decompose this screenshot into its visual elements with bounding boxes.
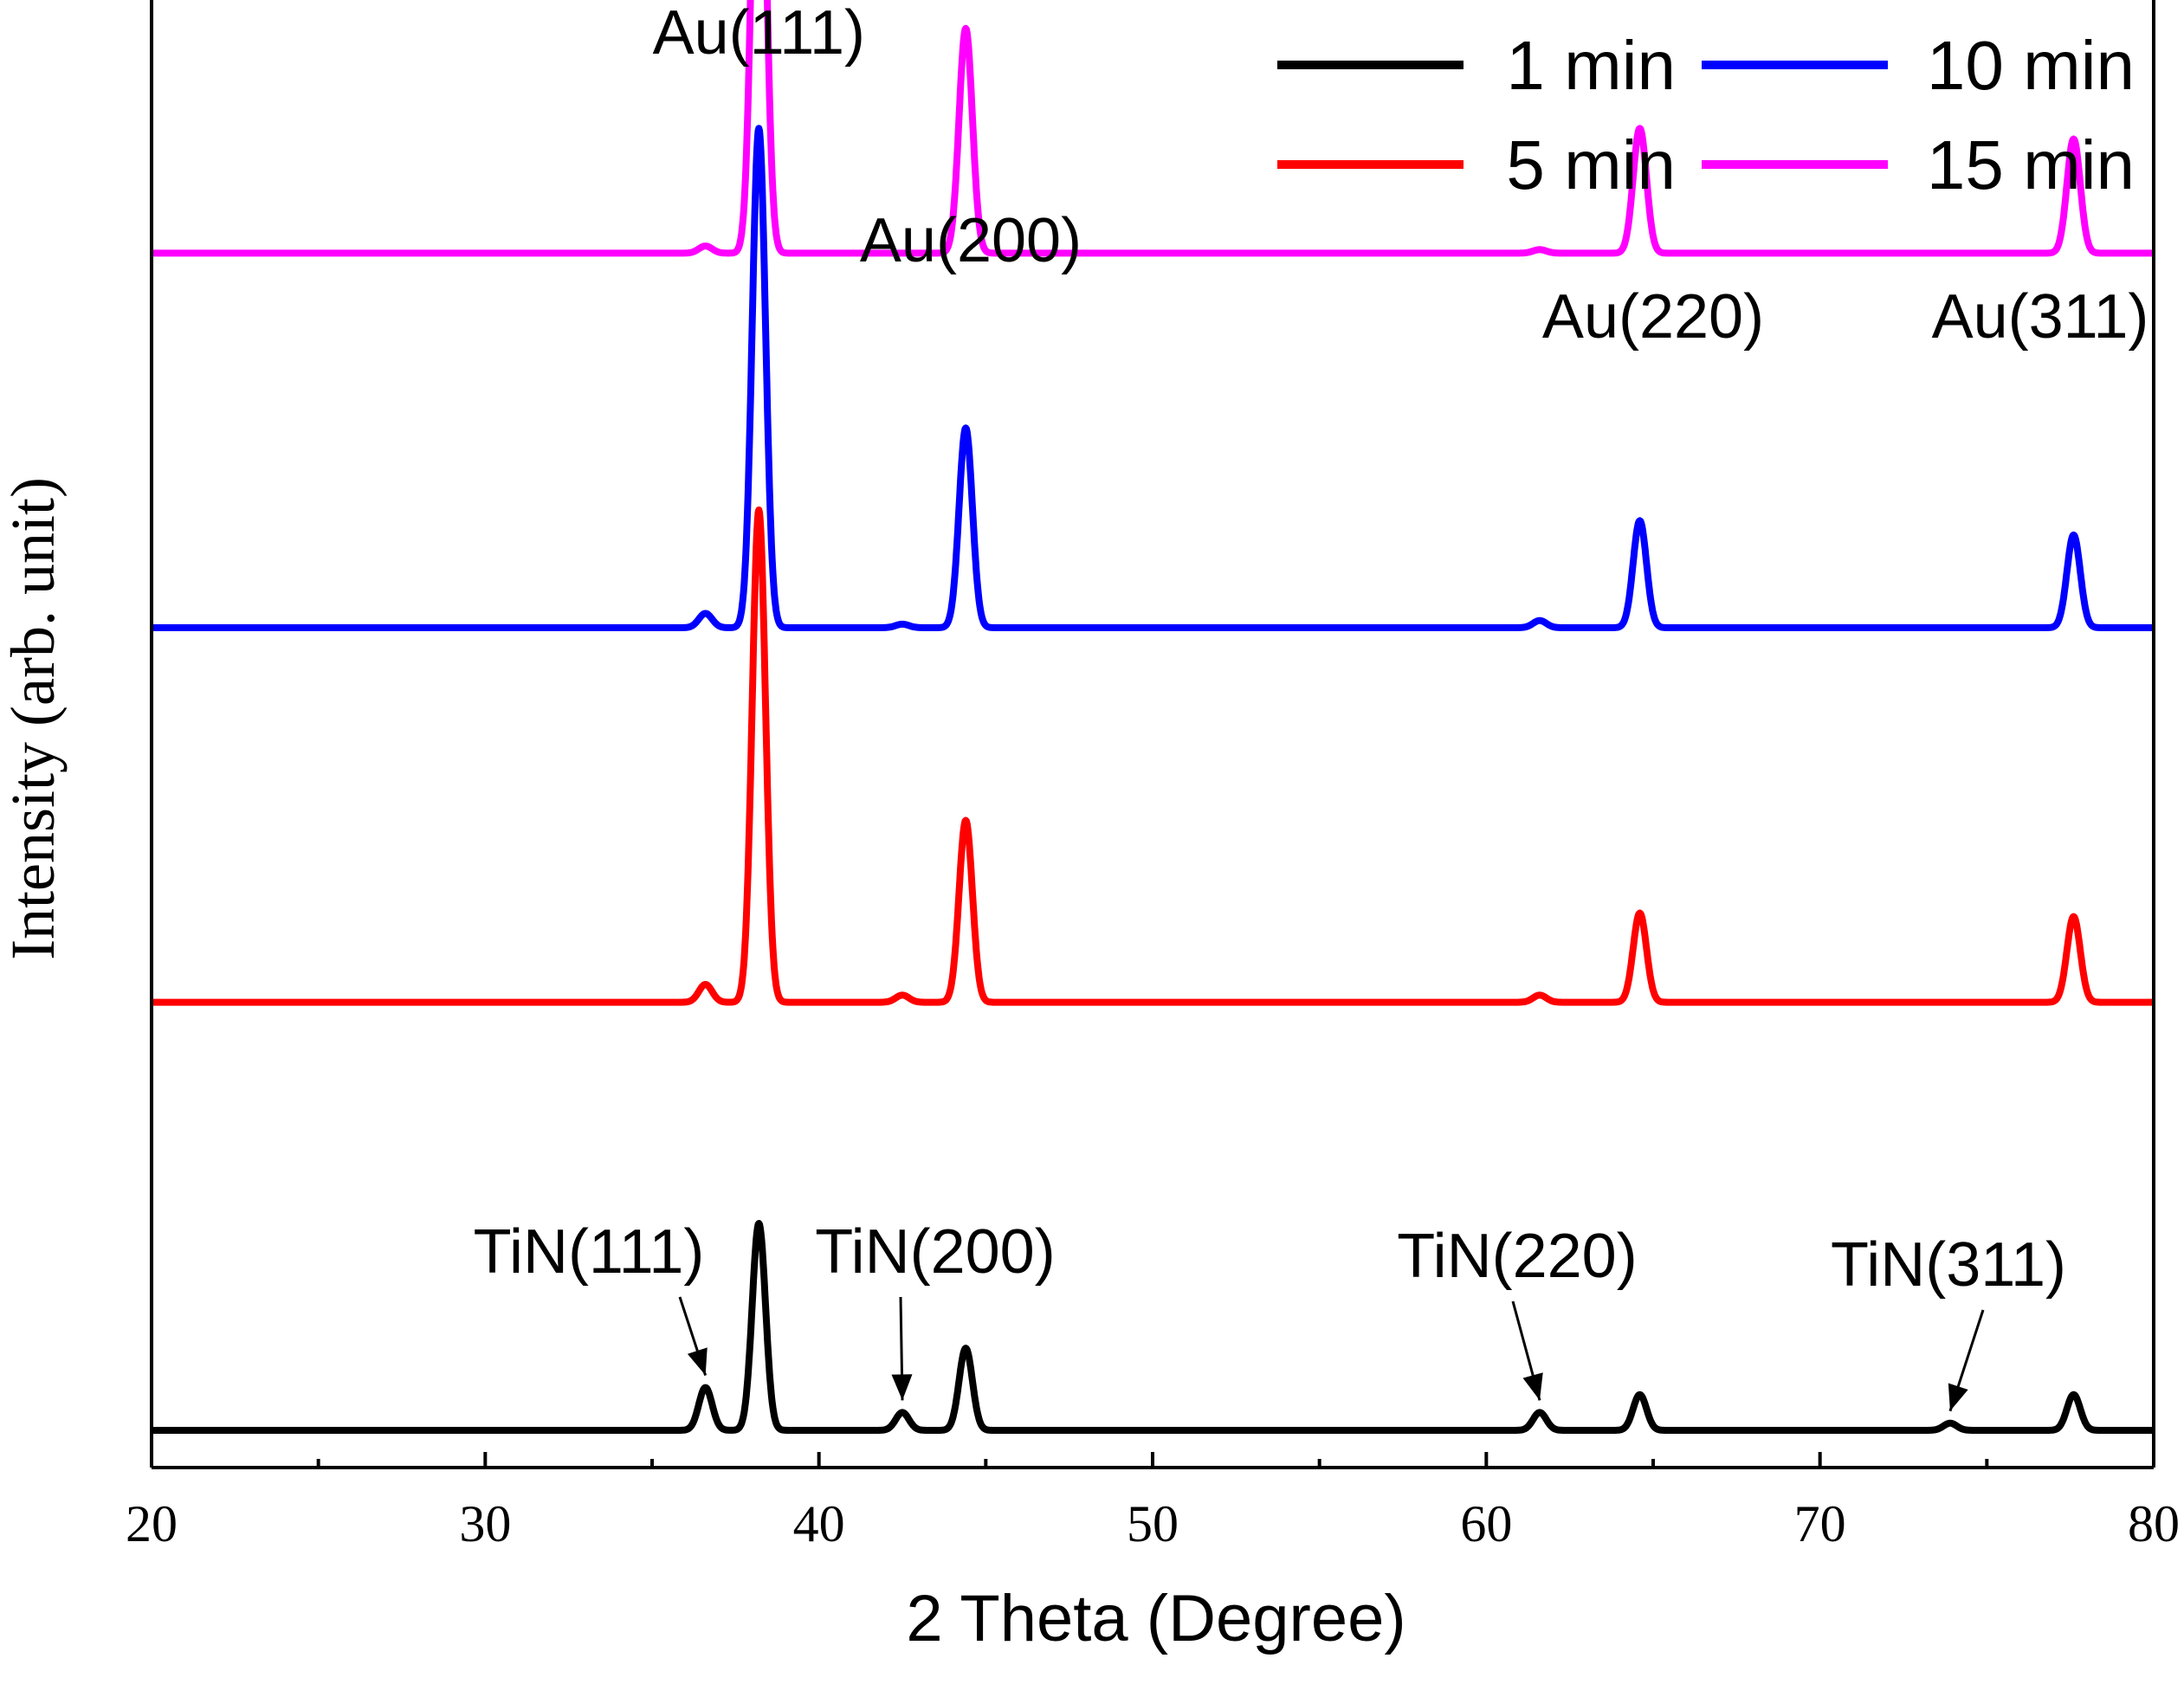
legend-label: 15 min [1927, 126, 2135, 203]
annotation-arrow-head [891, 1374, 913, 1401]
peak-label-tin: TiN(220) [1397, 1222, 1637, 1291]
legend-label: 1 min [1506, 27, 1676, 104]
annotation-arrow-head [1948, 1383, 1968, 1411]
x-axis-title: 2 Theta (Degree) [906, 1582, 1405, 1655]
x-tick-label: 80 [2128, 1495, 2180, 1552]
legend-item-1-min: 1 min [1277, 27, 1676, 104]
x-tick-label: 60 [1460, 1495, 1512, 1552]
annotation-arrow-head [1522, 1372, 1543, 1401]
series-line-10-min [148, 125, 2157, 631]
x-tick-label: 20 [126, 1495, 178, 1552]
series-line-5-min [148, 507, 2157, 1006]
y-axis-title: Intensity (arb. unit) [0, 477, 68, 960]
x-tick-label: 50 [1127, 1495, 1179, 1552]
peak-label-tin: TiN(311) [1831, 1230, 2066, 1300]
peak-label-au: Au(220) [1542, 282, 1764, 352]
x-tick-label: 70 [1794, 1495, 1846, 1552]
peak-label-tin: TiN(200) [815, 1217, 1055, 1287]
peak-label-au: Au(311) [1932, 282, 2149, 352]
legend-item-5-min: 5 min [1277, 126, 1676, 203]
legend-item-15-min: 15 min [1702, 126, 2135, 203]
series-line-15-min [148, 0, 2157, 257]
peak-annotations: Au(111) Au(200) Au(220) Au(311) TiN(111) TiN(… [474, 0, 2149, 1412]
peak-label-tin: TiN(111) [474, 1217, 705, 1287]
x-axis-ticks: 20 30 40 50 60 70 80 [126, 1452, 2180, 1552]
peak-label-au: Au(111) [653, 0, 865, 68]
legend: 1 min 5 min 10 min 15 min [1277, 27, 2135, 203]
x-tick-label: 40 [793, 1495, 845, 1552]
legend-label: 10 min [1927, 27, 2135, 104]
series-line-1-min [148, 1220, 2157, 1434]
peak-label-au: Au(200) [860, 206, 1082, 275]
legend-item-10-min: 10 min [1702, 27, 2135, 104]
annotation-arrow-head [687, 1347, 708, 1376]
legend-label: 5 min [1506, 126, 1676, 203]
series-layer [148, 0, 2157, 1434]
x-tick-label: 30 [459, 1495, 511, 1552]
